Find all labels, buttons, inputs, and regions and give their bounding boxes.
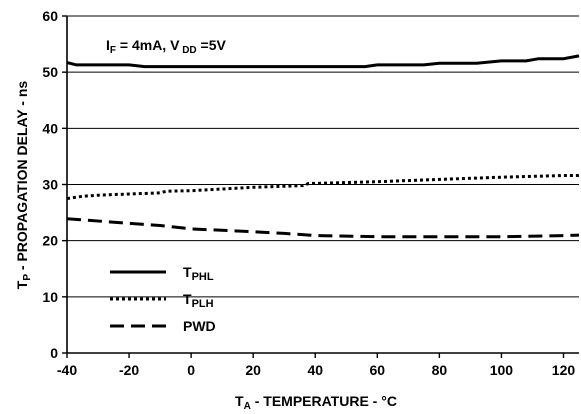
series-line-tplh [66, 174, 579, 200]
legend-item-tplh: TPLH [110, 291, 214, 310]
legend-label: TPLH [183, 291, 214, 310]
x-axis-label-main: T [235, 393, 244, 409]
annotation-subscript: DD [179, 45, 196, 56]
y-tick-label: 30 [42, 177, 58, 193]
legend-label-main: PWD [183, 318, 216, 334]
series-line-tphl [66, 54, 580, 69]
legend-label: TPHL [183, 264, 214, 283]
x-axis-label: TA - TEMPERATURE - °C [235, 393, 397, 412]
legend-item-tphl: TPHL [110, 264, 214, 283]
annotation-text: =5V [197, 37, 227, 53]
y-tick-label: 60 [42, 8, 58, 24]
series-layer [66, 54, 580, 239]
x-tick-label: 80 [432, 362, 448, 378]
x-tick-label: 0 [187, 362, 195, 378]
x-axis-label-rest: - TEMPERATURE - °C [251, 393, 397, 409]
annotation-subscript: F [110, 45, 116, 56]
legend-label-main: T [183, 264, 192, 280]
grid [67, 15, 579, 298]
legend-label: PWD [183, 318, 216, 334]
x-tick-label: 40 [307, 362, 323, 378]
x-tick-label: 120 [552, 362, 576, 378]
y-axis-label: TP - PROPAGATION DELAY - ns [14, 81, 33, 290]
y-tick-label: 40 [42, 120, 58, 136]
legend-item-pwd: PWD [110, 318, 216, 334]
x-tick-label: -20 [119, 362, 139, 378]
x-axis-label-sub: A [244, 401, 251, 412]
y-axis-label-sub: P [22, 274, 33, 281]
x-tick-label: 100 [490, 362, 514, 378]
y-tick-label: 20 [42, 233, 58, 249]
x-tick-label: 60 [370, 362, 386, 378]
legend-label-sub: PLH [192, 298, 214, 310]
y-tick-label: 0 [50, 345, 58, 361]
axes [62, 15, 579, 358]
x-tick-label: -40 [57, 362, 77, 378]
legend-label-main: T [183, 291, 192, 307]
y-axis-label-rest: - PROPAGATION DELAY - ns [14, 81, 30, 274]
tick-labels: 0 10 20 30 40 50 60 -40 -20 0 20 40 60 80 100 120 [42, 8, 575, 378]
annotation-text: I [106, 37, 110, 53]
y-axis-label-main: T [14, 280, 30, 289]
y-tick-label: 10 [42, 289, 58, 305]
condition-annotation: IF = 4mA, V DD =5V [106, 37, 227, 56]
y-tick-label: 50 [42, 64, 58, 80]
series-line-pwd [66, 217, 580, 239]
legend-label-sub: PHL [192, 271, 214, 283]
annotation-text: = 4mA, V [116, 37, 180, 53]
x-tick-label: 20 [245, 362, 261, 378]
